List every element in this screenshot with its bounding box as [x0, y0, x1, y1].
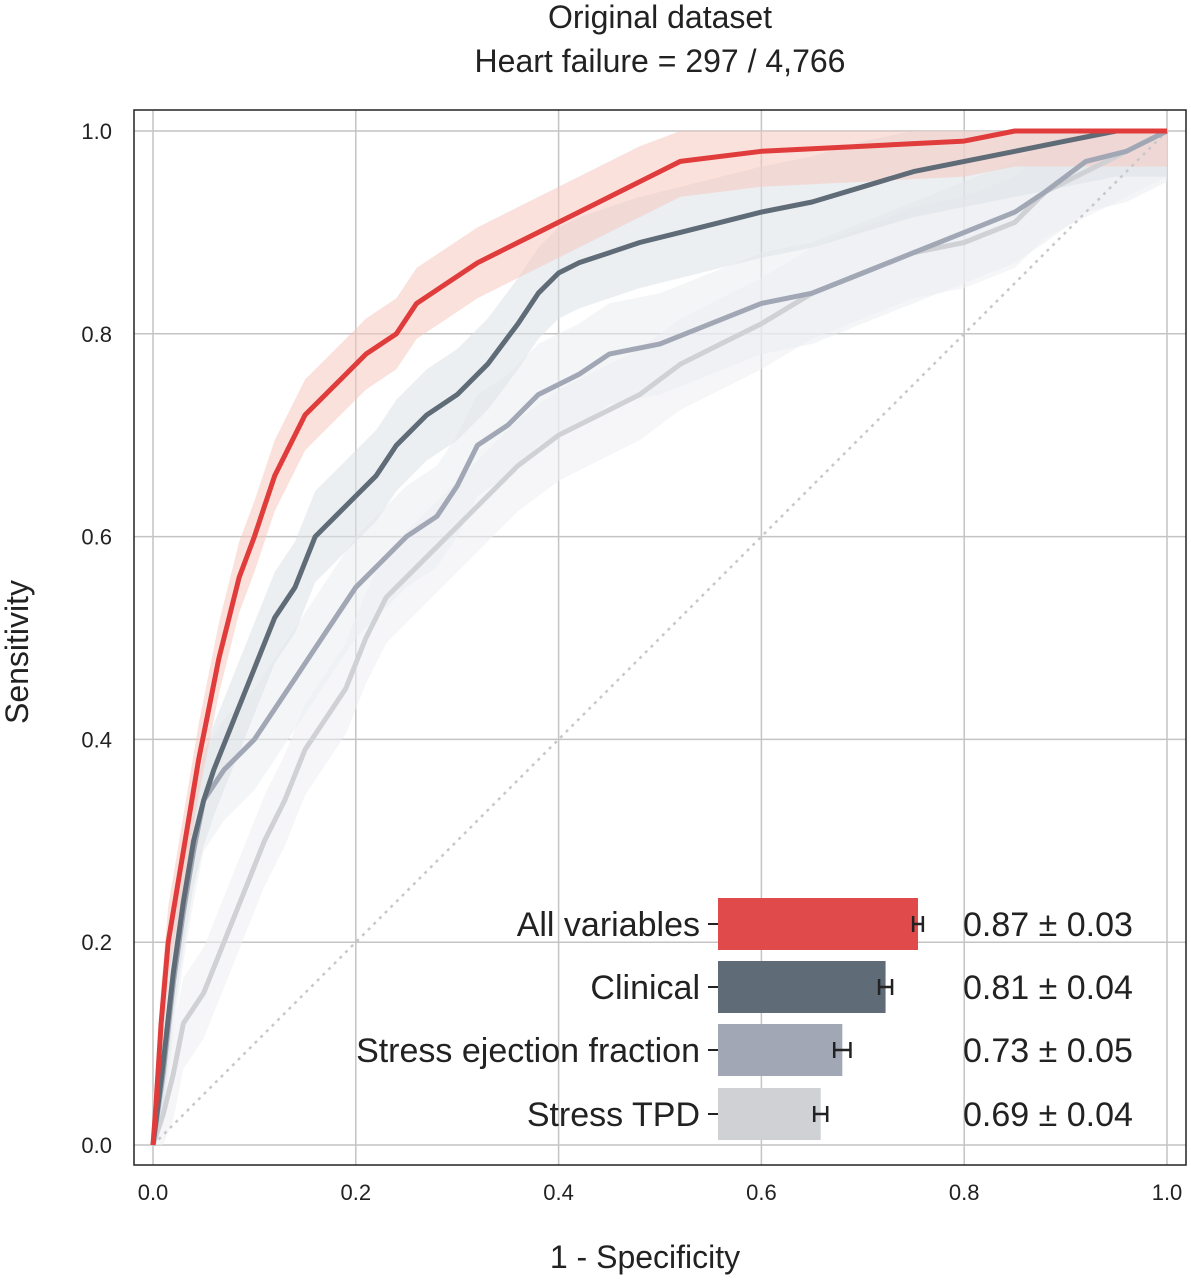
legend-label: Clinical: [590, 969, 700, 1007]
y-tick-label: 1.0: [81, 119, 112, 144]
roc-curves: [150, 128, 1169, 1146]
chart-subtitle: Heart failure = 297 / 4,766: [475, 43, 846, 79]
legend-bar: [718, 1024, 843, 1076]
roc-curve: [150, 128, 1167, 1146]
auc-value: 0.81 ± 0.04: [963, 969, 1133, 1007]
y-tick-label: 0.8: [81, 322, 112, 347]
y-axis-label: Sensitivity: [0, 580, 35, 724]
legend-bar: [718, 898, 918, 950]
y-tick-label: 0.2: [81, 930, 112, 955]
y-tick-label: 0.6: [81, 525, 112, 550]
x-tick-label: 1.0: [1152, 1180, 1183, 1205]
x-tick-label: 0.4: [543, 1180, 574, 1205]
legend-bar: [718, 1088, 821, 1140]
auc-value: 0.73 ± 0.05: [963, 1032, 1133, 1070]
y-tick-label: 0.4: [81, 727, 112, 752]
y-tick-labels: 0.0 0.2 0.4 0.6 0.8 1.0: [81, 119, 112, 1158]
y-tick-label: 0.0: [81, 1133, 112, 1158]
legend-label: Stress TPD: [527, 1096, 700, 1134]
roc-curve: [150, 128, 1167, 1146]
plot-frame: [133, 109, 1187, 1166]
auc-value: 0.87 ± 0.03: [963, 906, 1133, 944]
x-tick-label: 0.2: [341, 1180, 372, 1205]
legend-bar: [718, 961, 886, 1013]
legend-label: All variables: [517, 906, 700, 944]
x-tick-label: 0.0: [138, 1180, 169, 1205]
x-tick-label: 0.8: [949, 1180, 980, 1205]
auc-value: 0.69 ± 0.04: [963, 1096, 1133, 1134]
confidence-band: [153, 131, 1167, 1145]
legend-label: Stress ejection fraction: [356, 1032, 700, 1070]
x-tick-label: 0.6: [746, 1180, 777, 1205]
auc-legend: All variables 0.87 ± 0.03 Clinical 0.81 ± 0…: [356, 898, 1133, 1140]
chart-title: Original dataset: [548, 0, 772, 35]
roc-curve: [150, 128, 1169, 1146]
confidence-bands: [153, 131, 1167, 1145]
roc-curve: [150, 128, 1169, 1146]
x-axis-label: 1 - Specificity: [550, 1239, 740, 1275]
x-tick-labels: 0.0 0.2 0.4 0.6 0.8 1.0: [138, 1180, 1183, 1205]
